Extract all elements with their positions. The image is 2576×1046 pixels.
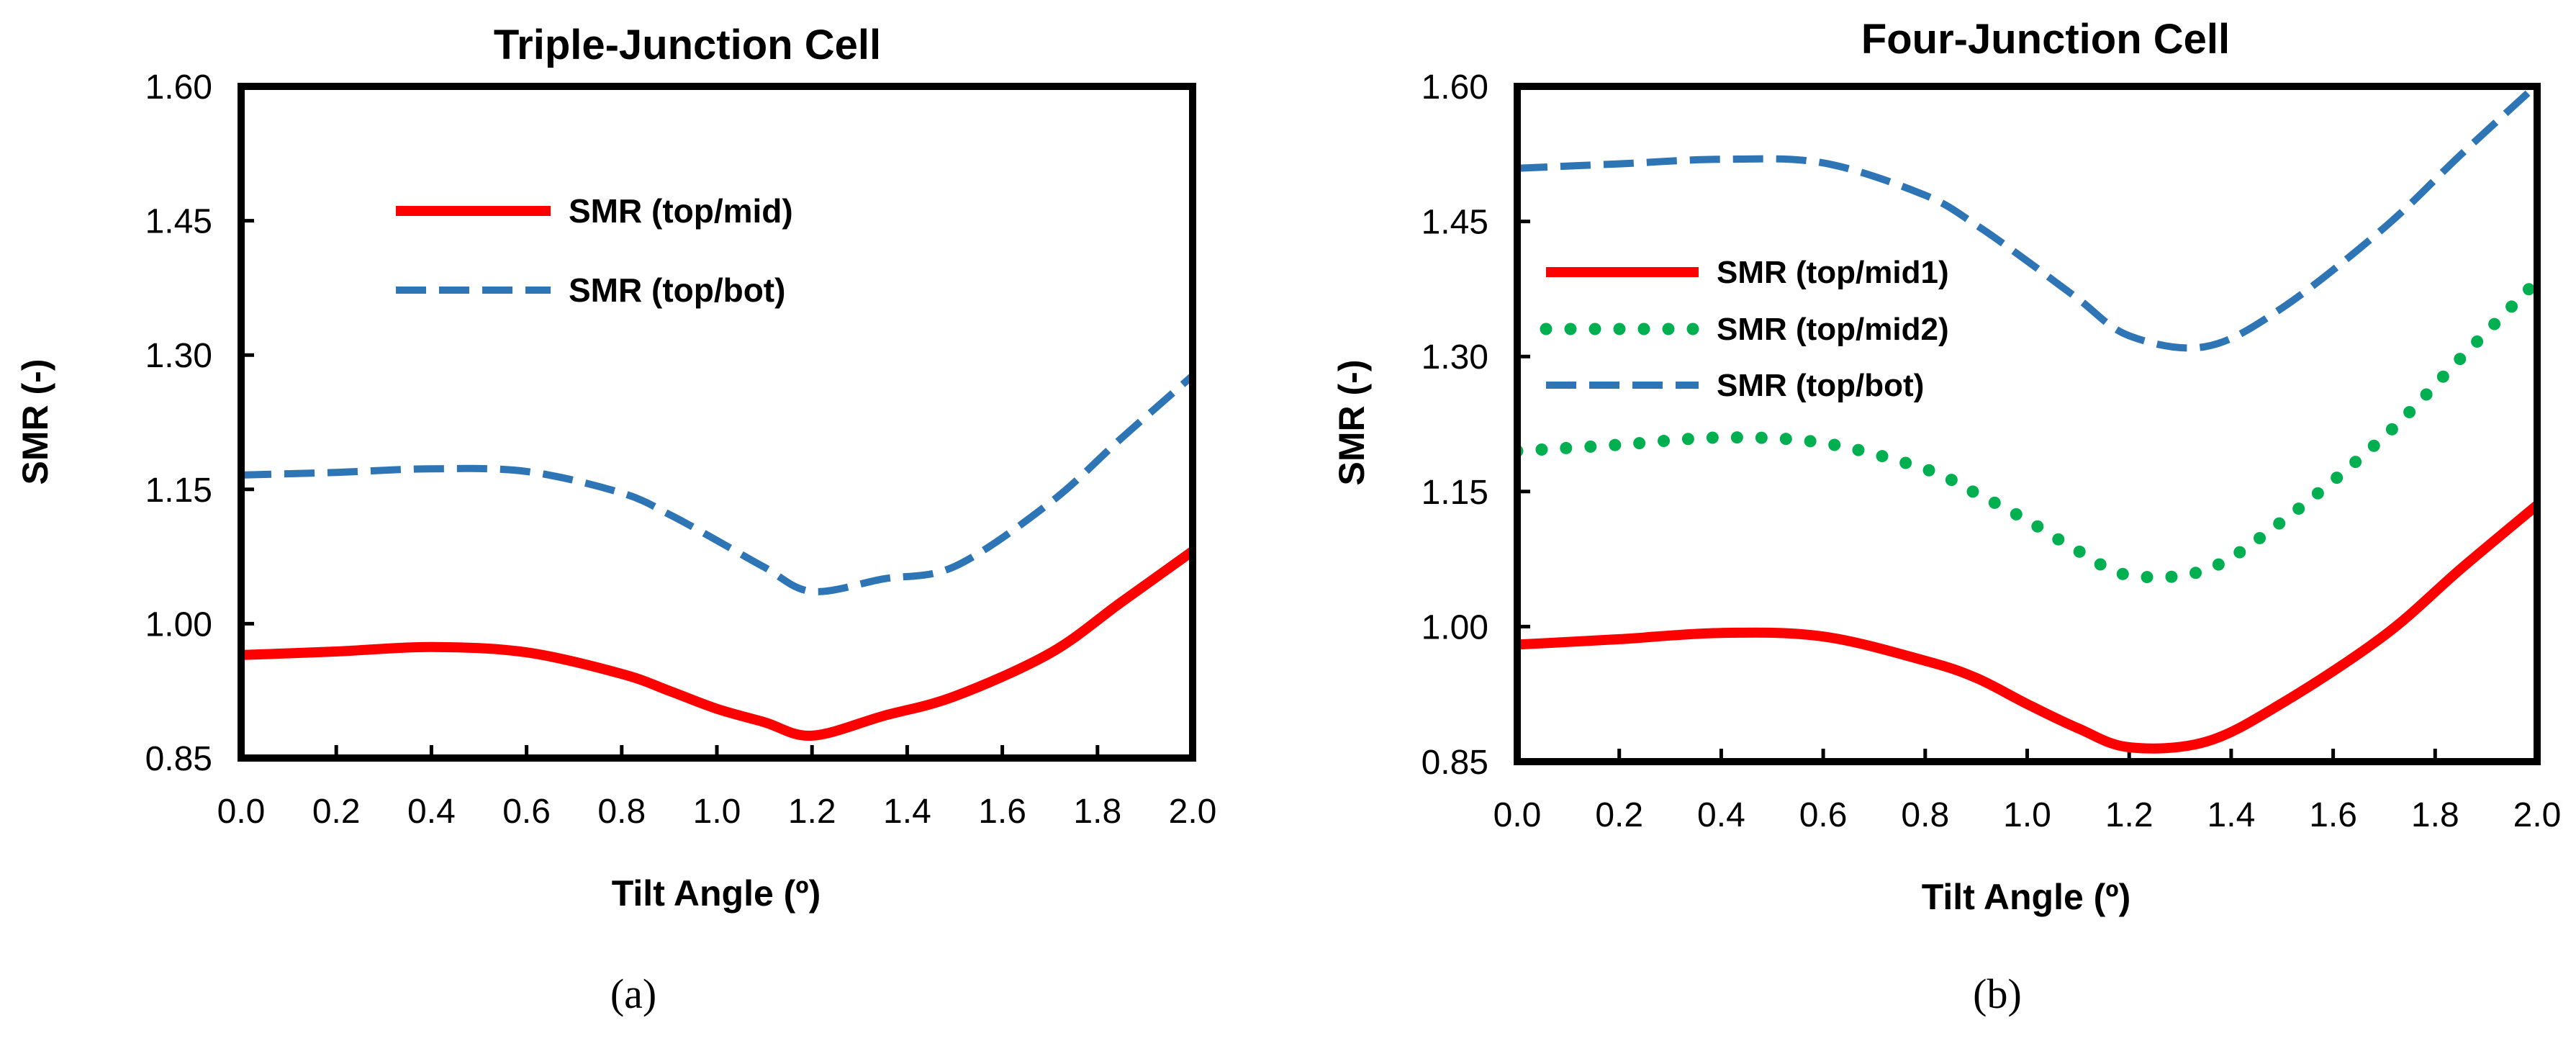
panel-b-x-tick-label: 1.0 <box>2003 796 2051 834</box>
panel-a-y-tick-label: 1.15 <box>145 472 212 510</box>
panel-b-x-tick-label: 0.0 <box>1493 796 1542 834</box>
panel-a-x-tick-label: 1.8 <box>1073 793 1121 831</box>
panel-b-x-tick-label: 0.2 <box>1595 796 1643 834</box>
panel-b-caption: (b) <box>1973 970 2022 1017</box>
panel-b-series-top-bot-line <box>1517 86 2537 352</box>
panel-a-x-tick-label: 0.6 <box>502 793 551 831</box>
panel-a-x-tick-label: 1.6 <box>978 793 1026 831</box>
panel-b-legend-label-top-mid1: SMR (top/mid1) <box>1717 255 1949 290</box>
panel-b-series-top-mid1-line <box>1517 501 2537 754</box>
panel-b-y-tick-label: 1.30 <box>1422 338 1488 377</box>
panel-a-legend: SMR (top/mid) SMR (top/bot) <box>396 192 793 309</box>
panel-a-y-tick-label: 1.30 <box>145 337 212 375</box>
panel-a-x-tick-label: 0.4 <box>407 793 456 831</box>
panel-b-x-tick-label: 1.6 <box>2309 796 2357 834</box>
panel-b-y-axis-label: SMR (-) <box>1332 360 1372 486</box>
panel-b-x-tick-label: 1.2 <box>2105 796 2154 834</box>
panel-a-series-top-mid-line <box>241 546 1193 741</box>
panel-a-title: Triple-Junction Cell <box>494 22 881 68</box>
panel-b-y-tick-label: 0.85 <box>1422 744 1488 782</box>
panel-a-legend-label-top-mid: SMR (top/mid) <box>569 192 793 230</box>
panel-a-x-tick-labels: 0.0 0.2 0.4 0.6 0.8 1.0 1.2 1.4 1.6 1.8 2.0 <box>217 793 1217 831</box>
panel-b-x-tick-label: 1.4 <box>2207 796 2256 834</box>
panel-b-x-tick-label: 0.6 <box>1799 796 1848 834</box>
panel-b-axes-frame <box>1514 83 2541 765</box>
panel-a-y-tick-label: 0.85 <box>145 740 212 778</box>
panel-b-legend-label-top-bot: SMR (top/bot) <box>1717 368 1924 403</box>
panel-a-y-tick-label: 1.00 <box>145 605 212 644</box>
panel-a-x-tick-label: 1.2 <box>788 793 836 831</box>
panel-b-plot-area <box>1517 86 2537 754</box>
panel-a-x-tick-label: 0.8 <box>597 793 646 831</box>
panel-b-x-tick-labels: 0.0 0.2 0.4 0.6 0.8 1.0 1.2 1.4 1.6 1.8 2.0 <box>1493 796 2562 834</box>
panel-a-caption: (a) <box>610 970 656 1017</box>
panel-a-x-tick-label: 0.2 <box>312 793 361 831</box>
panel-a-plot-area <box>241 373 1193 741</box>
panel-a-series-top-bot-line <box>241 373 1193 595</box>
panel-b-x-tick-label: 1.8 <box>2411 796 2459 834</box>
panel-a-x-tick-label: 1.4 <box>883 793 931 831</box>
panel-b-y-tick-labels: 0.85 1.00 1.15 1.30 1.45 1.60 <box>1422 68 1488 782</box>
panel-a-legend-label-top-bot: SMR (top/bot) <box>569 271 785 309</box>
panel-b-x-axis-label: Tilt Angle (º) <box>1922 877 2130 917</box>
panel-b-y-tick-label: 1.00 <box>1422 608 1488 646</box>
panel-b-legend-label-top-mid2: SMR (top/mid2) <box>1717 312 1949 347</box>
panel-b-title: Four-Junction Cell <box>1861 16 2230 63</box>
panel-b-x-tick-label: 0.8 <box>1901 796 1949 834</box>
panel-a-x-tick-label: 1.0 <box>693 793 741 831</box>
panel-a-axes-frame <box>238 83 1196 762</box>
panel-b: Four-Junction Cell 0.0 0.2 0.4 0.6 0.8 1.0 1.2… <box>1332 16 2561 1017</box>
panel-b-y-tick-label: 1.45 <box>1422 204 1488 242</box>
panel-b-x-tick-label: 2.0 <box>2513 796 2562 834</box>
panel-a-y-tick-label: 1.60 <box>145 68 212 107</box>
panel-a-x-axis-label: Tilt Angle (º) <box>612 873 821 914</box>
panel-a-y-axis-label: SMR (-) <box>15 359 55 485</box>
panel-a-x-tick-label: 2.0 <box>1169 793 1217 831</box>
panel-a-y-tick-label: 1.45 <box>145 203 212 241</box>
panel-a-x-tick-label: 0.0 <box>217 793 266 831</box>
panel-b-y-tick-label: 1.15 <box>1422 474 1488 512</box>
panel-a: Triple-Junction Cell 0.0 0.2 0.4 0.6 0.8 1.0 1… <box>15 22 1216 1017</box>
panel-a-y-tick-labels: 0.85 1.00 1.15 1.30 1.45 1.60 <box>145 68 212 778</box>
panel-b-x-tick-label: 0.4 <box>1697 796 1745 834</box>
panel-b-y-tick-label: 1.60 <box>1422 68 1488 107</box>
panel-b-legend: SMR (top/mid1) SMR (top/mid2) SMR (top/b… <box>1540 255 1949 403</box>
